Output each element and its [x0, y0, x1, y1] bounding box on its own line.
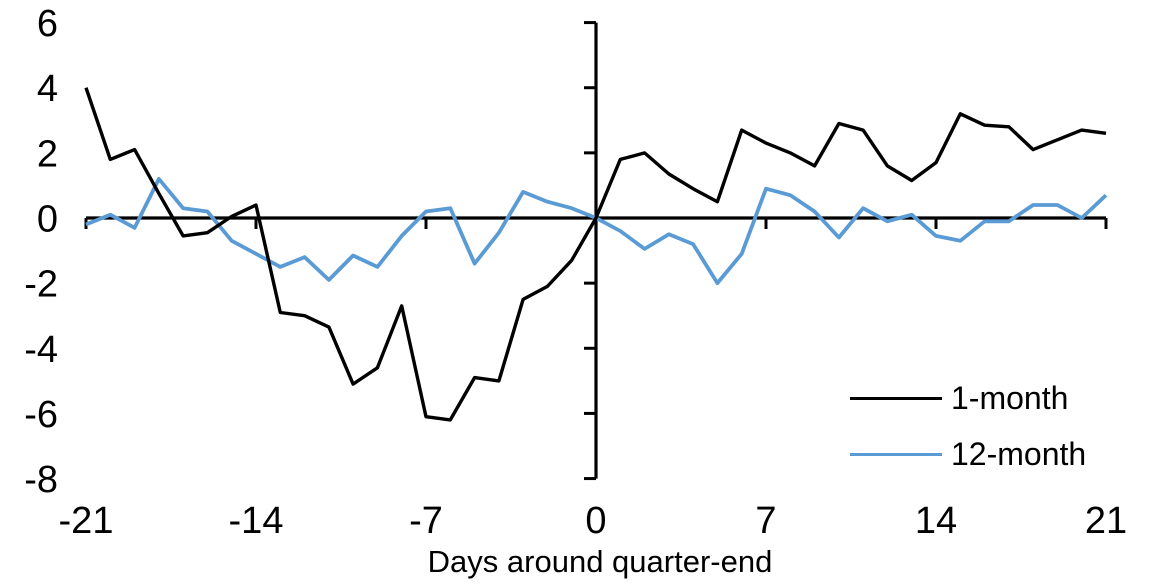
x-tick-label: -14 [229, 500, 284, 542]
y-tick-label: -2 [24, 264, 58, 306]
y-tick-label: 0 [37, 199, 58, 241]
legend-item-12-month: 12-month [850, 438, 1086, 470]
y-tick-label: 4 [37, 68, 58, 110]
y-tick-label: -4 [24, 329, 58, 371]
legend-item-1-month: 1-month [850, 382, 1068, 414]
x-tick-label: -21 [59, 500, 114, 542]
x-axis-title: Days around quarter-end [427, 544, 773, 579]
y-tick-label: 6 [37, 3, 58, 45]
x-tick-label: 14 [915, 500, 957, 542]
legend-label-1-month: 1-month [951, 380, 1069, 416]
legend-label-12-month: 12-month [951, 436, 1087, 472]
x-tick-label: 0 [585, 500, 606, 542]
x-tick-label: 21 [1085, 500, 1127, 542]
x-tick-label: -7 [409, 500, 443, 542]
y-tick-label: -8 [24, 459, 58, 501]
legend-line-1-month [850, 396, 942, 400]
y-tick-label: 2 [37, 133, 58, 175]
series-line-1-month [84, 87, 1107, 422]
y-tick-label: -6 [24, 394, 58, 436]
x-tick-label: 7 [755, 500, 776, 542]
legend-line-12-month [850, 452, 942, 456]
